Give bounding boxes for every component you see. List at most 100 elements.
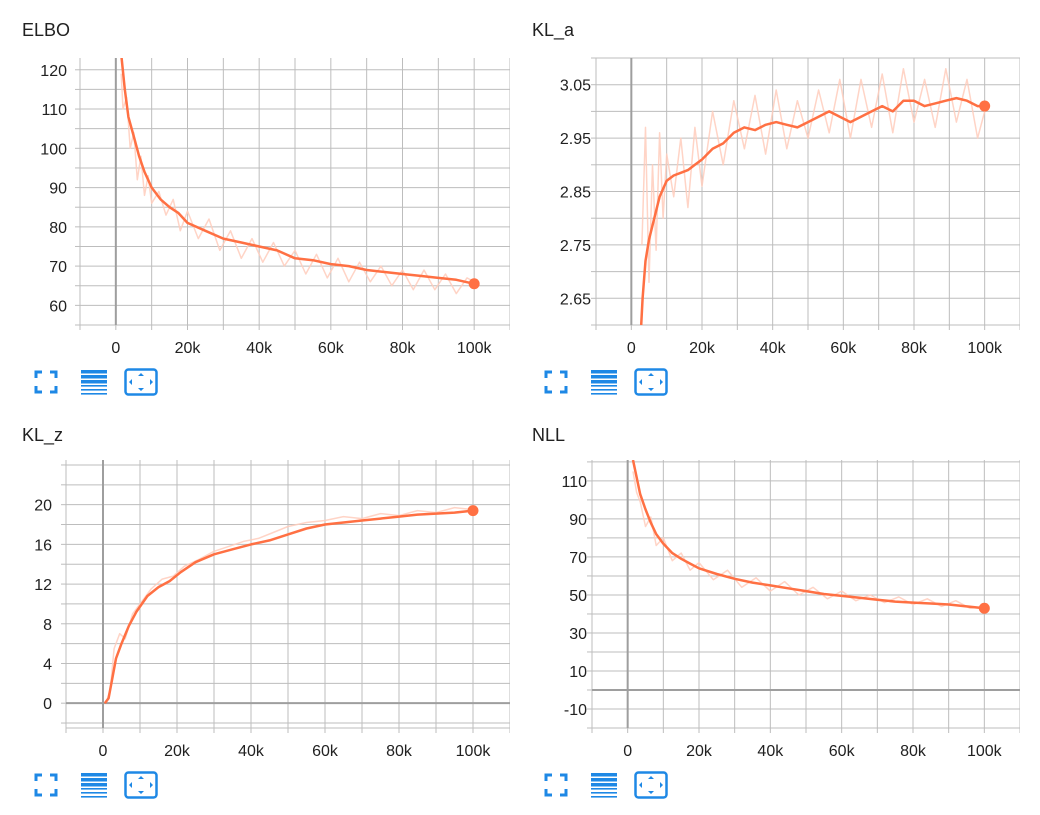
fullscreen-icon	[544, 773, 568, 797]
grid	[75, 58, 510, 330]
x-tick-label: 100k	[967, 743, 1003, 760]
x-tick-label: 40k	[238, 743, 265, 760]
fullscreen-button[interactable]	[543, 772, 569, 803]
y-tick-label: 60	[49, 298, 67, 315]
y-tick-label: 90	[49, 181, 67, 198]
y-tick-label: 16	[34, 537, 52, 554]
series-line-raw	[632, 471, 985, 610]
y-tick-label: 80	[49, 220, 67, 237]
data-table-icon	[591, 773, 617, 798]
series-line-smoothed	[103, 509, 474, 704]
fit-domain-icon	[634, 368, 668, 396]
x-tick-label: 0	[99, 743, 108, 760]
chart-plot-nll[interactable]: 0 20k 40k 60k 80k 100k -10 10 30 50 70 90 110	[510, 405, 1020, 805]
y-tick-label: 12	[34, 577, 52, 594]
y-tick-label: 2.75	[560, 238, 591, 255]
grid	[587, 460, 1020, 733]
x-tick-label: 80k	[901, 340, 928, 357]
fullscreen-icon	[34, 773, 58, 797]
chart-plot-kl-a[interactable]: 0 20k 40k 60k 80k 100k 2.65 2.75 2.85 2.95 3.05	[510, 0, 1020, 400]
show-data-button[interactable]	[79, 772, 109, 803]
x-tick-label: 100k	[457, 340, 493, 357]
fullscreen-icon	[544, 370, 568, 394]
show-data-button[interactable]	[589, 772, 619, 803]
data-table-icon	[591, 370, 617, 395]
fullscreen-button[interactable]	[33, 772, 59, 803]
fullscreen-icon	[34, 370, 58, 394]
fit-domain-icon	[124, 771, 158, 799]
y-tick-label: 70	[569, 550, 587, 567]
x-tick-label: 40k	[246, 340, 273, 357]
chart-title: KL_a	[532, 20, 575, 40]
fit-domain-icon	[124, 368, 158, 396]
data-table-icon	[81, 773, 107, 798]
chart-card-kl-z: KL_z 0 20k 40k 60k 80k 100k 0 4 8 12 16 20	[0, 405, 510, 805]
y-tick-label: 8	[43, 617, 52, 634]
x-tick-label: 80k	[900, 743, 927, 760]
x-tick-label: 0	[111, 340, 120, 357]
show-data-button[interactable]	[79, 369, 109, 400]
y-tick-label: 0	[43, 696, 52, 713]
chart-toolbar	[543, 368, 668, 401]
x-tick-label: 80k	[386, 743, 413, 760]
x-tick-label: 80k	[390, 340, 417, 357]
series-endpoint-marker[interactable]	[979, 100, 991, 112]
chart-card-kl-a: KL_a 0 20k 40k 60k 80k 100k 2.65 2.75 2.85 2.95 3.…	[510, 0, 1020, 400]
chart-title: NLL	[532, 425, 566, 445]
x-tick-label: 60k	[312, 743, 339, 760]
series-line-smoothed	[120, 58, 475, 286]
data-table-icon	[81, 370, 107, 395]
chart-title: ELBO	[22, 20, 71, 40]
plot-area	[631, 460, 985, 610]
y-tick-label: 4	[43, 656, 52, 673]
y-tick-label: 70	[49, 259, 67, 276]
series-endpoint-marker[interactable]	[467, 505, 479, 517]
y-tick-label: 30	[569, 626, 587, 643]
chart-toolbar	[33, 368, 158, 401]
x-tick-label: 60k	[318, 340, 345, 357]
plot-area	[103, 506, 474, 704]
x-tick-label: 40k	[760, 340, 787, 357]
y-tick-label: 110	[41, 102, 67, 119]
fit-domain-button[interactable]	[634, 368, 668, 401]
fit-domain-button[interactable]	[124, 771, 158, 804]
y-tick-label: 10	[569, 664, 587, 681]
series-line-raw	[120, 73, 475, 295]
chart-card-nll: NLL 0 20k 40k 60k 80k 100k -10 10 30 50 70 90 110	[510, 405, 1020, 805]
grid	[61, 460, 510, 733]
fit-domain-button[interactable]	[124, 368, 158, 401]
x-tick-label: 20k	[689, 340, 716, 357]
y-tick-label: 2.85	[560, 185, 591, 202]
plot-area	[120, 58, 475, 295]
chart-plot-elbo[interactable]: 0 20k 40k 60k 80k 100k 60 70 80 90 100 110 120	[0, 0, 510, 400]
series-line-smoothed	[639, 96, 985, 325]
y-tick-label: 120	[40, 63, 67, 80]
chart-card-elbo: ELBO 0 20k 40k 60k 80k 100k 60 70 80 90 100 110 120	[0, 0, 510, 400]
series-line-smoothed	[631, 460, 985, 610]
y-tick-label: 3.05	[560, 78, 591, 95]
plot-area	[639, 67, 986, 325]
y-tick-label: 110	[561, 474, 587, 491]
chart-plot-kl-z[interactable]: 0 20k 40k 60k 80k 100k 0 4 8 12 16 20	[0, 405, 510, 805]
chart-toolbar	[543, 771, 668, 804]
fullscreen-button[interactable]	[543, 369, 569, 400]
y-tick-label: -10	[564, 702, 587, 719]
fullscreen-button[interactable]	[33, 369, 59, 400]
series-endpoint-marker[interactable]	[468, 278, 480, 290]
y-tick-label: 2.95	[560, 131, 591, 148]
chart-toolbar	[33, 771, 158, 804]
y-tick-label: 100	[40, 141, 67, 158]
y-tick-label: 50	[569, 588, 587, 605]
x-tick-label: 20k	[164, 743, 191, 760]
x-tick-label: 40k	[757, 743, 784, 760]
series-line-raw	[641, 67, 986, 284]
y-tick-label: 2.65	[560, 291, 591, 308]
x-tick-label: 100k	[456, 743, 492, 760]
x-tick-label: 60k	[830, 340, 857, 357]
series-endpoint-marker[interactable]	[978, 602, 990, 614]
x-tick-label: 100k	[967, 340, 1003, 357]
y-tick-label: 90	[569, 512, 587, 529]
show-data-button[interactable]	[589, 369, 619, 400]
x-tick-label: 20k	[175, 340, 202, 357]
fit-domain-button[interactable]	[634, 771, 668, 804]
